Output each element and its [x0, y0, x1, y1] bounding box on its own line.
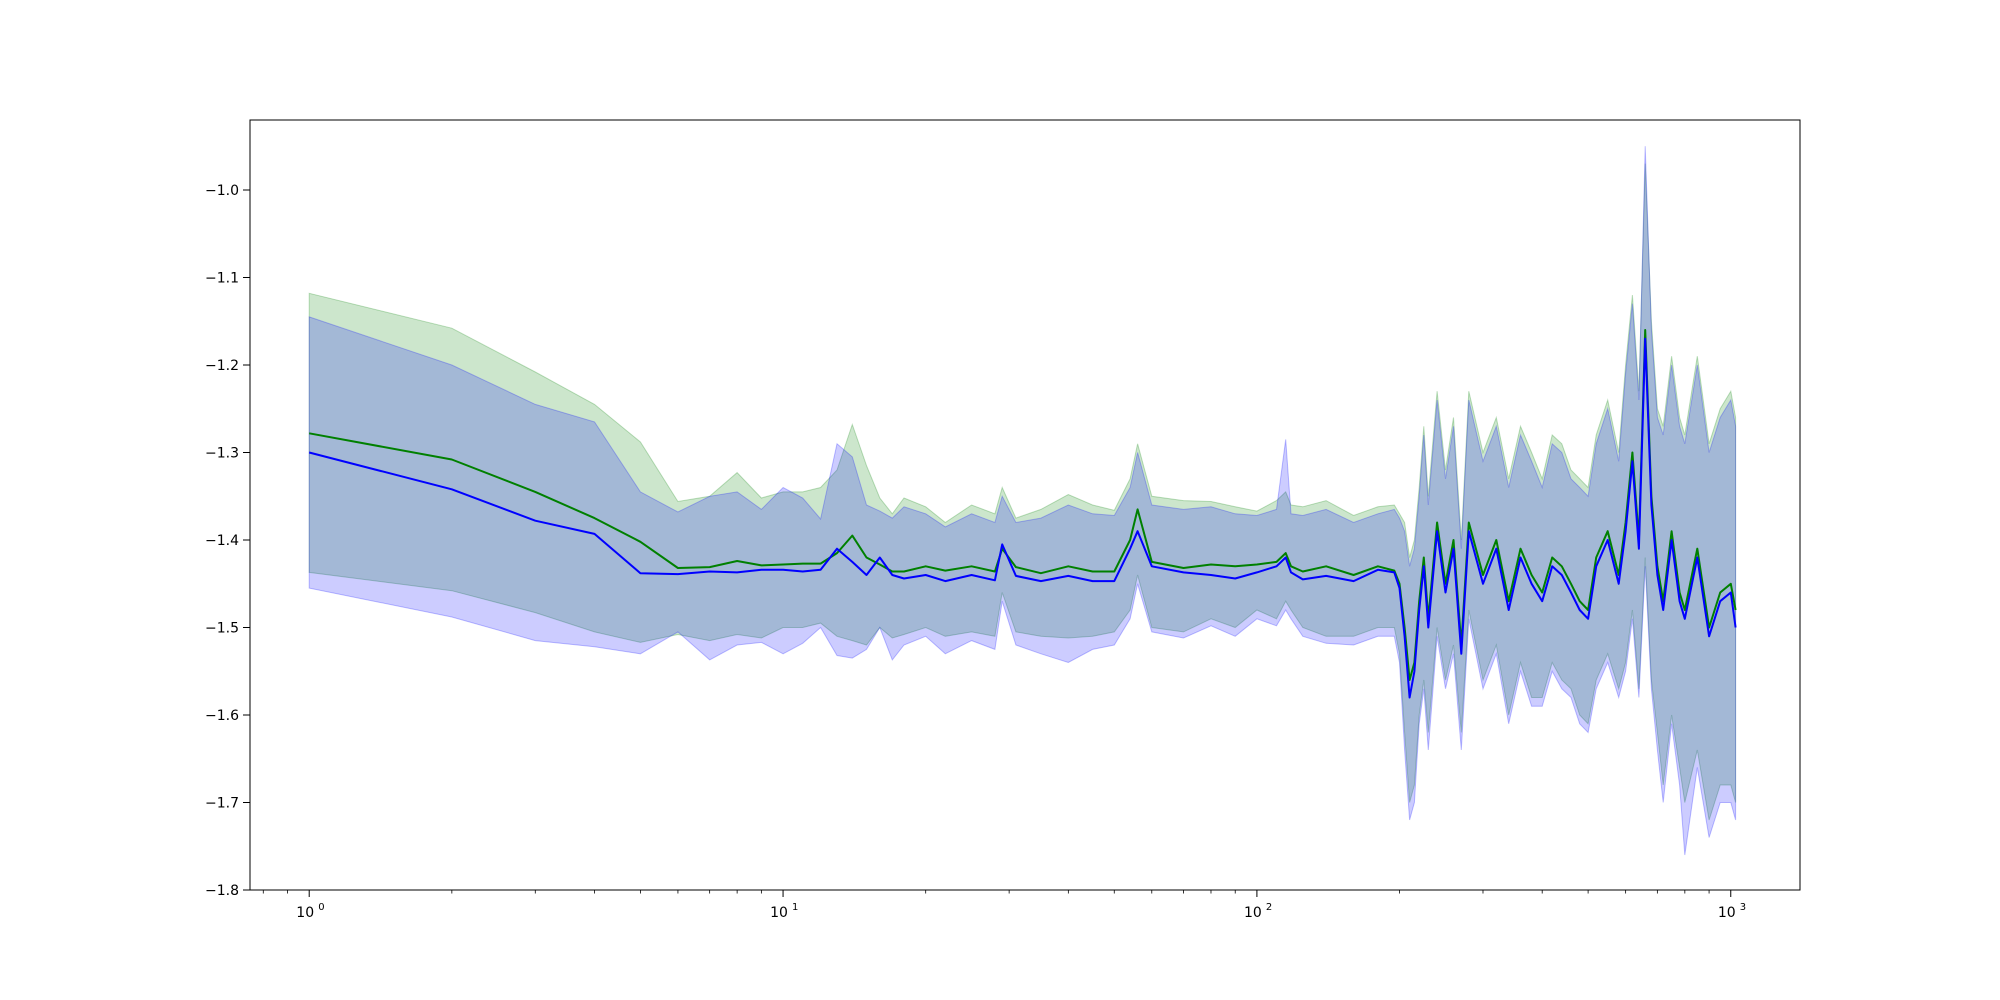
y-tick-label: −1.6: [205, 708, 239, 724]
y-tick-label: −1.1: [205, 271, 239, 287]
x-tick-label-exponent: 0: [318, 902, 324, 913]
blue-line: [308, 337, 1737, 699]
y-tick-label: −1.4: [205, 533, 239, 549]
y-tick-label: −1.0: [205, 183, 239, 199]
x-tick-label-exponent: 2: [1266, 902, 1272, 913]
blue-band: [308, 146, 1737, 856]
confidence-bands: [308, 146, 1737, 856]
x-tick-label: 10: [296, 905, 314, 921]
y-tick-label: −1.7: [205, 796, 239, 812]
y-tick-label: −1.2: [205, 358, 239, 374]
x-tick-label: 10: [1718, 905, 1736, 921]
series-lines: [308, 329, 1737, 699]
x-tick-label: 10: [1244, 905, 1262, 921]
x-tick-label-exponent: 3: [1740, 902, 1746, 913]
green-band: [308, 163, 1737, 821]
y-axis: −1.0 −1.1 −1.2 −1.3 −1.4 −1.5 −1.6 −1.7 −1.8: [205, 183, 250, 899]
x-axis: 10 0 10 1 10 2 10 3: [262, 890, 1746, 921]
y-tick-label: −1.5: [205, 621, 239, 637]
x-tick-label: 10: [770, 905, 788, 921]
plot-frame: [249, 119, 1801, 891]
y-tick-label: −1.3: [205, 446, 239, 462]
y-tick-label: −1.8: [205, 883, 239, 899]
x-tick-label-exponent: 1: [792, 902, 798, 913]
